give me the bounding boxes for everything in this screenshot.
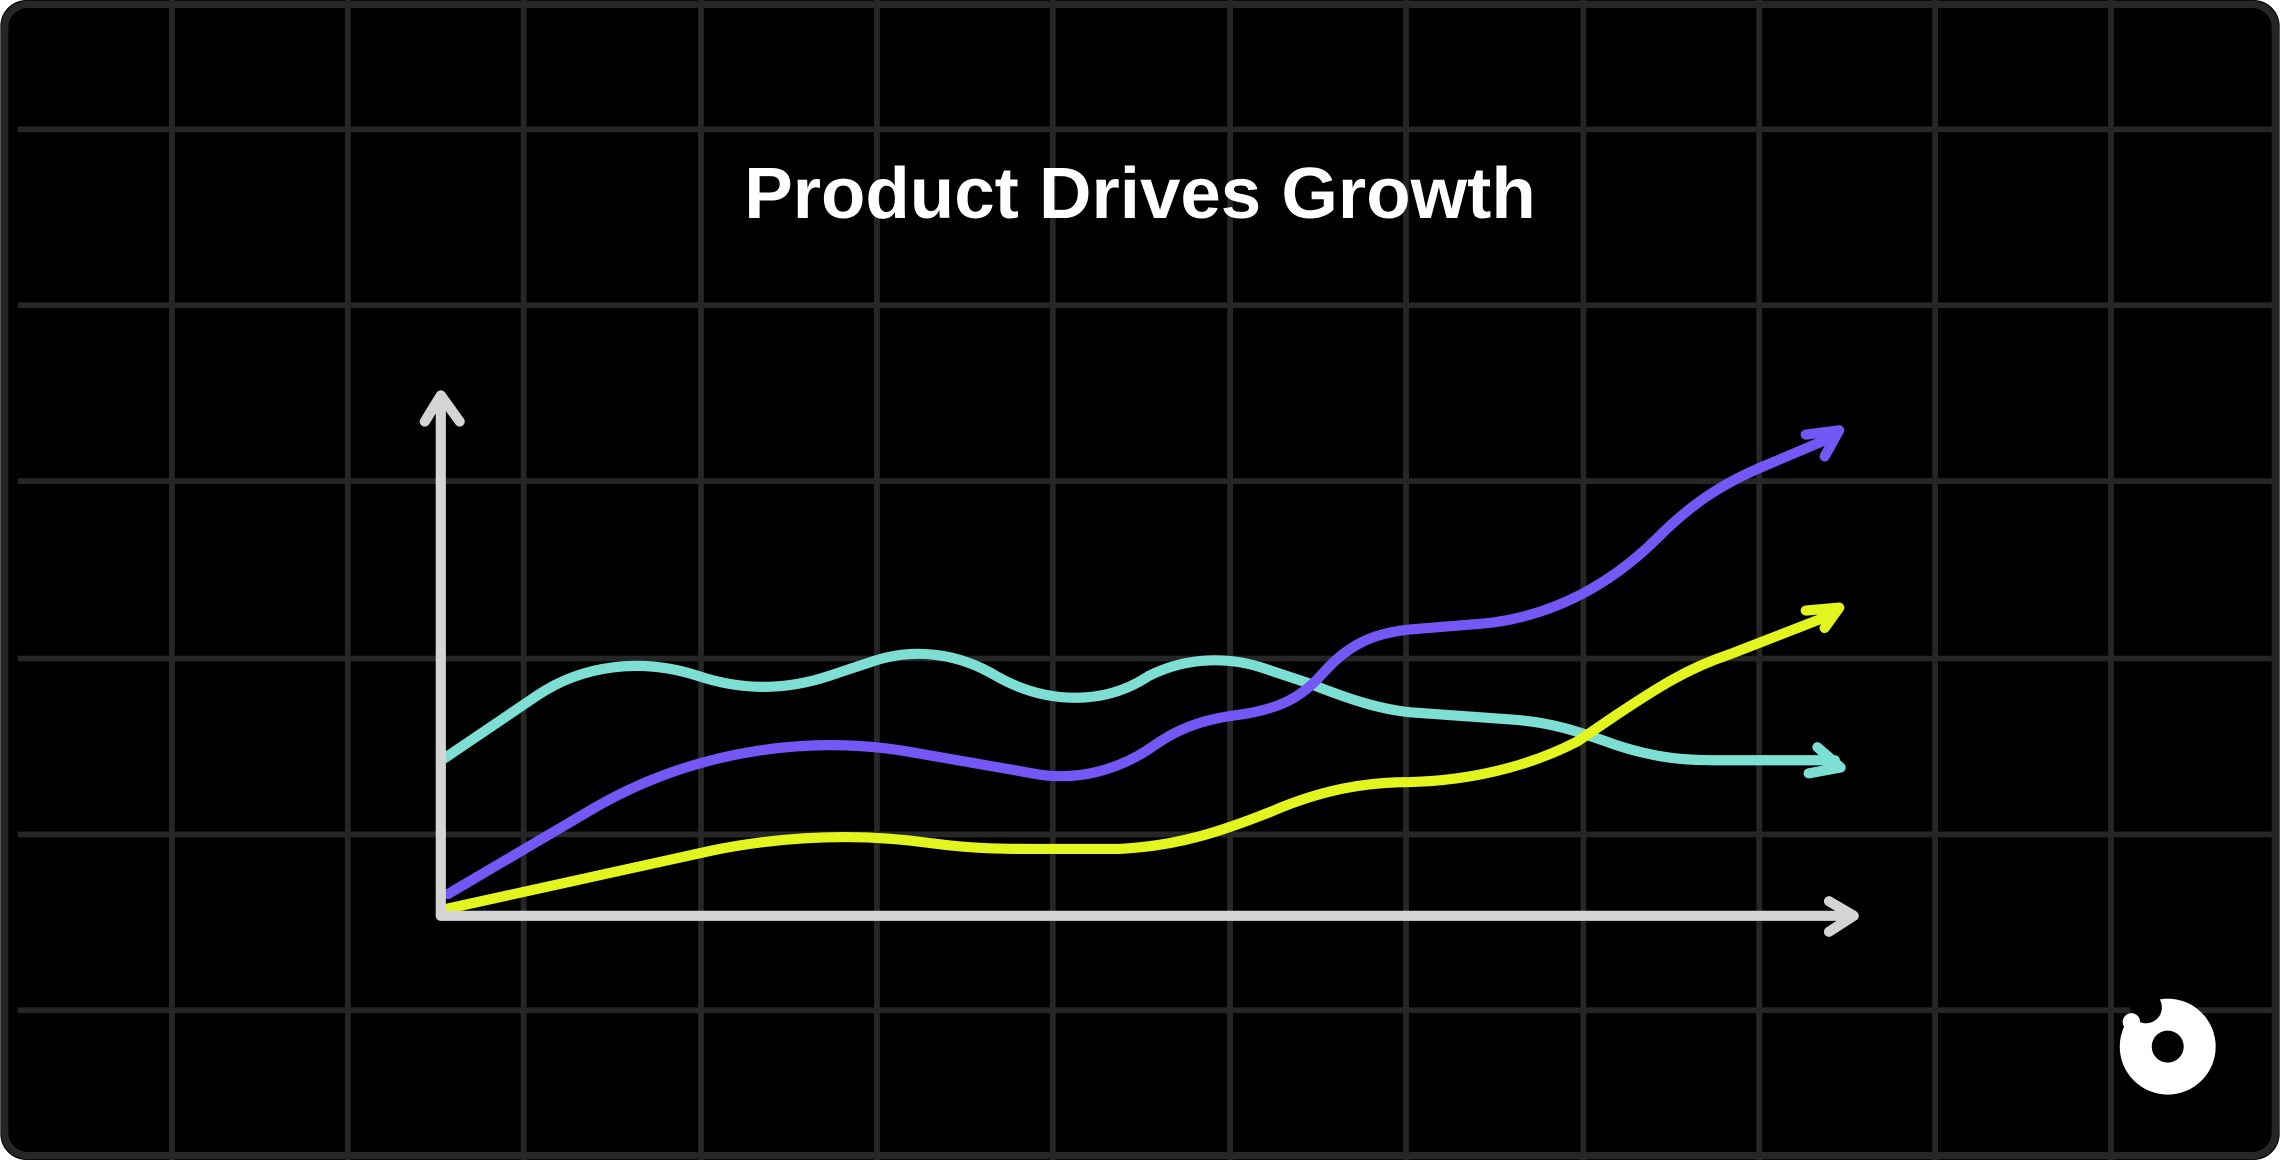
yellow-curve — [442, 602, 1845, 914]
teal-curve — [438, 648, 1846, 779]
grid — [17, 0, 2280, 1160]
logo-dot — [2122, 1013, 2141, 1031]
y-axis — [419, 390, 465, 921]
logo-hole — [2151, 1030, 2184, 1063]
logo — [2119, 991, 2216, 1095]
purple-curve — [442, 425, 1845, 900]
curves — [438, 425, 1846, 914]
axes — [419, 390, 1859, 937]
x-axis — [435, 896, 1859, 937]
title: Product Drives Growth — [744, 153, 1535, 234]
logo-notch — [2129, 991, 2162, 1024]
